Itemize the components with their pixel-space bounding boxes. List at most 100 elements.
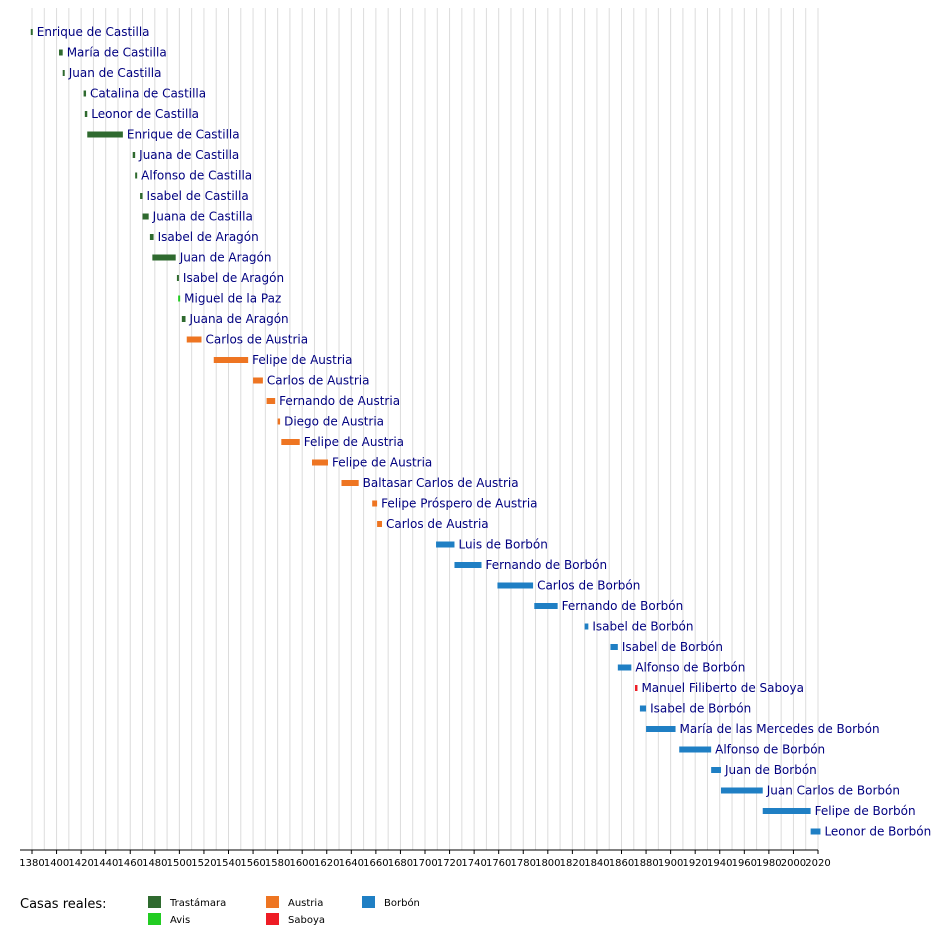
x-tick-label: 1620 <box>314 858 339 869</box>
reign-bar <box>497 582 534 589</box>
reign-label: Isabel de Borbón <box>592 620 693 634</box>
reign-bar <box>720 787 763 794</box>
reign-bar <box>454 562 482 568</box>
reign-label: Felipe Próspero de Austria <box>381 497 537 511</box>
reign-bar <box>646 726 676 732</box>
reign-label: Isabel de Aragón <box>183 271 284 285</box>
x-tick-label: 1820 <box>560 858 585 869</box>
reign-bar <box>84 111 88 117</box>
reign-bar <box>281 439 300 445</box>
x-tick-label: 1700 <box>412 858 437 869</box>
x-tick-label: 1540 <box>216 858 241 869</box>
x-tick-label: 1720 <box>437 858 462 869</box>
reign-label: Isabel de Borbón <box>622 640 723 654</box>
reign-label: María de las Mercedes de Borbón <box>680 722 880 736</box>
reign-label: Felipe de Borbón <box>815 804 916 818</box>
grid <box>31 8 819 850</box>
reign-label: Juana de Aragón <box>189 312 289 326</box>
reign-label: Juan de Castilla <box>68 66 162 80</box>
reign-bar <box>178 295 181 302</box>
legend-swatch <box>362 896 375 908</box>
reign-label: Felipe de Austria <box>252 353 352 367</box>
x-axis: 1380 1400 1420 1440 1460 1480 1500 1520 1540 1560… <box>19 849 831 869</box>
x-tick-label: 1960 <box>732 858 757 869</box>
reign-label: Diego de Austria <box>284 415 384 429</box>
reign-label: Enrique de Castilla <box>127 128 240 142</box>
reign-bar <box>213 357 249 363</box>
reign-label: Fernando de Borbón <box>485 558 607 572</box>
reign-bar <box>762 808 811 814</box>
reign-label: Carlos de Austria <box>267 374 370 388</box>
reign-bar <box>635 685 638 691</box>
reign-label: Baltasar Carlos de Austria <box>363 476 519 490</box>
reign-bar <box>372 500 378 507</box>
legend-swatch <box>266 913 279 925</box>
reign-bar <box>30 29 33 35</box>
reign-label: Isabel de Castilla <box>147 189 249 203</box>
reign-bar <box>810 828 821 835</box>
reign-bar <box>152 254 176 261</box>
legend-label: Avis <box>170 915 190 926</box>
reign-bar <box>253 377 263 384</box>
x-tick-label: 1980 <box>756 858 781 869</box>
x-tick-label: 1400 <box>44 858 69 869</box>
x-tick-label: 1560 <box>240 858 265 869</box>
x-tick-label: 1520 <box>191 858 216 869</box>
reign-bar <box>140 193 143 199</box>
reign-bar <box>377 521 383 527</box>
reign-bar <box>83 90 87 97</box>
reign-labels: Enrique de Castilla María de Castilla Juan… <box>37 25 931 839</box>
x-tick-label: 1480 <box>142 858 167 869</box>
x-tick-label: 1460 <box>118 858 143 869</box>
reign-label: Felipe de Austria <box>332 456 432 470</box>
reign-bar <box>639 705 647 712</box>
reign-label: Isabel de Aragón <box>158 230 259 244</box>
reign-bar <box>87 131 123 138</box>
reign-bar <box>277 418 281 425</box>
reign-label: Enrique de Castilla <box>37 25 150 39</box>
x-tick-label: 1600 <box>289 858 314 869</box>
reign-label: Juan de Borbón <box>724 763 817 777</box>
x-tick-label: 1680 <box>388 858 413 869</box>
reign-bar <box>62 70 65 76</box>
reign-bar <box>617 664 632 671</box>
legend-swatch <box>266 896 279 908</box>
x-tick-label: 1420 <box>68 858 93 869</box>
reign-label: Isabel de Borbón <box>650 702 751 716</box>
legend-label: Austria <box>288 898 323 909</box>
legend-label: Borbón <box>384 897 420 909</box>
reign-label: Catalina de Castilla <box>90 87 206 101</box>
reign-bar <box>149 234 154 240</box>
legend: Casas reales: Trastámara Avis Austria Saboya… <box>20 896 420 926</box>
legend-label: Saboya <box>288 915 325 926</box>
reign-label: Juan de Aragón <box>179 251 272 265</box>
reign-label: Juan Carlos de Borbón <box>766 784 900 798</box>
x-tick-label: 1780 <box>511 858 536 869</box>
reign-label: Carlos de Austria <box>205 333 308 347</box>
reign-bar <box>59 49 63 56</box>
x-tick-label: 1920 <box>682 858 707 869</box>
reign-label: Juana de Castilla <box>138 148 239 162</box>
reign-label: Carlos de Austria <box>386 517 489 531</box>
x-tick-label: 1440 <box>93 858 118 869</box>
reign-bar <box>142 213 149 220</box>
x-tick-label: 1500 <box>167 858 192 869</box>
x-tick-label: 1740 <box>461 858 486 869</box>
reign-bar <box>679 746 712 753</box>
reign-label: Carlos de Borbón <box>537 579 640 593</box>
reign-bar <box>181 316 186 322</box>
reign-label: Felipe de Austria <box>304 435 404 449</box>
x-tick-label: 1860 <box>609 858 634 869</box>
x-tick-label: 1880 <box>633 858 658 869</box>
reign-bar <box>711 767 721 773</box>
reign-label: Leonor de Castilla <box>91 107 199 121</box>
x-tick-label: 1660 <box>363 858 388 869</box>
reign-bar <box>341 480 359 486</box>
reign-bar <box>132 152 136 158</box>
reign-bar <box>266 398 276 404</box>
x-tick-label: 1580 <box>265 858 290 869</box>
x-tick-label: 2000 <box>781 858 806 869</box>
legend-label: Trastámara <box>169 897 226 909</box>
reign-label: Alfonso de Borbón <box>635 661 745 675</box>
